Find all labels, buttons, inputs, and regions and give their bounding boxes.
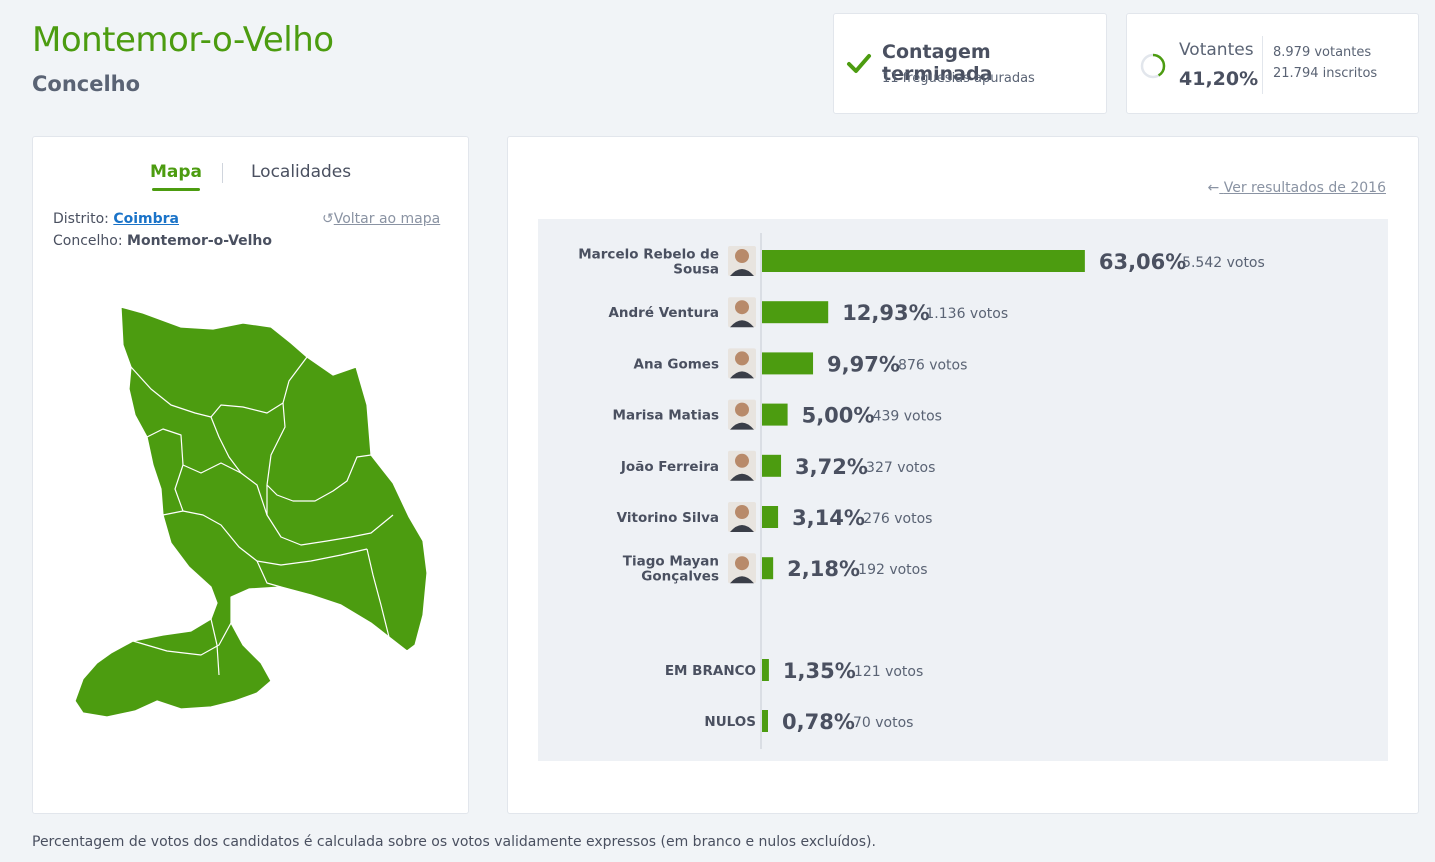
result-bar [762, 454, 782, 477]
back-to-map-label: Voltar ao mapa [333, 211, 441, 227]
result-bar [762, 250, 1085, 272]
result-bar [762, 506, 779, 528]
page-subtitle: Concelho [32, 72, 141, 96]
voters-label: Votantes [1179, 40, 1254, 60]
votes-label: 1.136 votos [925, 306, 1008, 322]
votes-label: 5.542 votos [1182, 255, 1265, 271]
avatar-face-icon [735, 556, 749, 571]
map-parish [266, 454, 372, 502]
percent-label: 63,06% [1099, 250, 1186, 274]
votes-label: 276 votos [863, 511, 932, 527]
candidate-name: Ana Gomes [634, 356, 719, 372]
votes-label: 876 votos [898, 357, 967, 373]
percent-label: 3,14% [792, 506, 865, 530]
check-icon [847, 54, 871, 73]
other-vote-name: NULOS [704, 714, 756, 730]
percent-label: 12,93% [842, 301, 929, 325]
result-bar [762, 557, 774, 580]
voters-percent: 41,20% [1179, 68, 1259, 90]
map-parish [366, 548, 390, 638]
avatar-face-icon [735, 505, 749, 519]
map-panel: Mapa Localidades Distrito: Coimbra Conce… [32, 136, 469, 814]
tab-separator [222, 163, 223, 183]
result-bar [762, 403, 788, 426]
previous-results-label: Ver resultados de 2016 [1223, 180, 1386, 196]
council-value: Montemor-o-Velho [127, 233, 273, 249]
map-parish [130, 356, 308, 418]
count-status-card: Contagem terminada 11 freguesias apurada… [833, 13, 1107, 114]
avatar-face-icon [735, 300, 749, 315]
avatar-body-icon [730, 269, 754, 276]
percent-label: 1,35% [783, 659, 856, 683]
back-to-map-link[interactable]: ↺Voltar ao mapa [322, 211, 440, 227]
district-label: Distrito: [53, 211, 109, 227]
result-bar [762, 710, 768, 732]
map-parish [162, 510, 368, 566]
votes-label: 70 votos [853, 715, 913, 731]
candidate-name: Marcelo Rebelo de Sousa [578, 247, 719, 278]
map-parish [256, 560, 282, 588]
avatar-face-icon [735, 453, 749, 468]
footnote: Percentagem de votos dos candidatos é ca… [32, 834, 876, 850]
candidate-name: Tiago Mayan Gonçalves [623, 554, 719, 585]
candidate-name: Marisa Matias [613, 408, 719, 424]
avatar-body-icon [730, 473, 754, 481]
turnout-ring-icon [1140, 53, 1166, 79]
avatar-face-icon [735, 249, 749, 263]
voters-registered: 21.794 inscritos [1273, 66, 1378, 81]
map-parish [74, 306, 428, 718]
percent-label: 9,97% [827, 352, 900, 376]
percent-label: 5,00% [802, 404, 875, 428]
percent-label: 3,72% [795, 455, 868, 479]
percent-label: 2,18% [787, 557, 860, 581]
votes-label: 439 votos [873, 409, 942, 425]
results-bar-chart: Marcelo Rebelo de Sousa 63,06%5.542 votos A… [578, 233, 1265, 749]
district-line: Distrito: Coimbra [53, 211, 179, 227]
result-bar [762, 301, 829, 324]
result-bar [762, 659, 769, 681]
avatar-face-icon [735, 402, 749, 417]
avatar-body-icon [730, 320, 754, 328]
arrow-left-icon: ← [1207, 180, 1220, 196]
avatar-body-icon [730, 525, 754, 532]
percent-label: 0,78% [782, 710, 855, 734]
parish-map [74, 306, 428, 718]
page-title: Montemor-o-Velho [32, 20, 334, 60]
district-link[interactable]: Coimbra [113, 211, 179, 227]
result-bar [762, 352, 814, 375]
candidate-name: Vitorino Silva [617, 510, 719, 526]
voters-count: 8.979 votantes [1273, 45, 1372, 60]
map-parish [210, 618, 220, 676]
results-panel: ← Ver resultados de 2016 Marcelo Rebelo … [507, 136, 1419, 814]
votes-label: 327 votos [866, 460, 935, 476]
count-status-title: Contagem terminada [882, 41, 993, 85]
candidate-name: João Ferreira [620, 459, 719, 475]
map-parish [132, 622, 232, 656]
map-parish [266, 402, 286, 515]
voters-divider [1262, 36, 1263, 94]
results-chart-panel: Marcelo Rebelo de Sousa 63,06% 5.542 votos A… [538, 219, 1388, 761]
avatar-body-icon [730, 576, 754, 584]
votes-label: 192 votos [858, 562, 927, 578]
other-vote-name: EM BRANCO [665, 663, 756, 679]
undo-icon: ↺ [322, 211, 334, 227]
voters-card: Votantes 41,20% 8.979 votantes 21.794 in… [1126, 13, 1419, 114]
map-parish [146, 428, 394, 546]
map-parish [174, 464, 184, 512]
council-line: Concelho: Montemor-o-Velho [53, 233, 272, 249]
tab-map[interactable]: Mapa [150, 162, 203, 191]
count-status-subtitle: 11 freguesias apuradas [882, 71, 1035, 86]
avatar-face-icon [735, 351, 749, 366]
tab-localities[interactable]: Localidades [251, 162, 352, 182]
candidate-name: André Ventura [608, 305, 719, 321]
previous-results-link[interactable]: ← Ver resultados de 2016 [1208, 180, 1386, 196]
avatar-body-icon [730, 371, 754, 379]
avatar-body-icon [730, 422, 754, 430]
votes-label: 121 votos [854, 664, 923, 680]
map-parish [210, 416, 242, 474]
council-label: Concelho: [53, 233, 123, 249]
